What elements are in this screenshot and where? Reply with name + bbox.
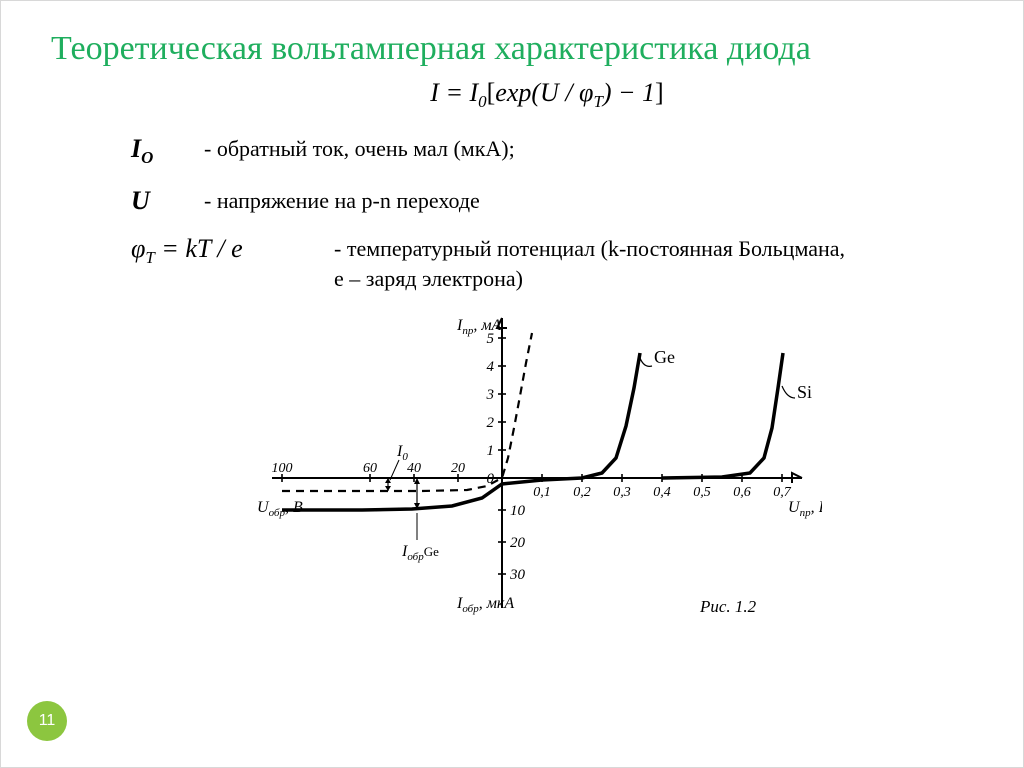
- svg-text:0,1: 0,1: [533, 485, 551, 500]
- y-top-label: Iпр, мА: [456, 317, 502, 337]
- svg-text:0: 0: [487, 471, 495, 487]
- svg-text:0,3: 0,3: [613, 485, 631, 500]
- svg-text:I0: I0: [396, 443, 408, 463]
- annotation-i0: I0: [385, 443, 408, 491]
- label-si: Si: [797, 382, 812, 402]
- svg-text:100: 100: [272, 461, 293, 476]
- svg-text:20: 20: [451, 461, 465, 476]
- svg-text:40: 40: [407, 461, 421, 476]
- main-formula: I = I0[exp(U / φT) − 1]: [121, 78, 973, 112]
- label-ge: Ge: [654, 347, 675, 367]
- page-number-badge: 11: [27, 701, 67, 741]
- phiT-desc: - температурный потенциал (k-постоянная …: [316, 234, 854, 293]
- phiT-formula: φT = kT / e: [131, 234, 316, 268]
- u-desc: - напряжение на p-n переходе: [186, 186, 480, 216]
- def-u-row: U - напряжение на p-n переходе: [131, 186, 973, 216]
- def-i0-row: IO - обратный ток, очень мал (мкА);: [131, 134, 973, 168]
- i0-desc: - обратный ток, очень мал (мкА);: [186, 134, 515, 164]
- svg-text:10: 10: [510, 503, 526, 519]
- svg-text:3: 3: [486, 387, 495, 403]
- svg-text:0,4: 0,4: [653, 485, 671, 500]
- svg-text:0,2: 0,2: [573, 485, 591, 500]
- svg-text:60: 60: [363, 461, 377, 476]
- svg-text:2: 2: [487, 415, 495, 431]
- annotation-iobr-ge: IобрGe: [401, 478, 439, 563]
- svg-text:0,6: 0,6: [733, 485, 751, 500]
- slide-title: Теоретическая вольтамперная характеристи…: [51, 29, 973, 70]
- u-symbol: U: [131, 186, 186, 216]
- iv-chart: 0 1 2 3 4 5 Iпр, мА 10 20 30 Iобр, мкА: [202, 308, 822, 628]
- y-bottom-label: Iобр, мкА: [456, 595, 514, 615]
- svg-text:20: 20: [510, 535, 526, 551]
- svg-text:30: 30: [509, 567, 526, 583]
- svg-text:IобрGe: IобрGe: [401, 543, 439, 563]
- i0-symbol: IO: [131, 134, 186, 168]
- svg-text:0,7: 0,7: [773, 485, 792, 500]
- def-phiT-row: φT = kT / e - температурный потенциал (k…: [131, 234, 973, 293]
- svg-text:1: 1: [487, 443, 495, 459]
- svg-text:4: 4: [487, 359, 495, 375]
- curve-si: [662, 353, 783, 478]
- svg-text:0,5: 0,5: [693, 485, 711, 500]
- figure-label: Рис. 1.2: [699, 597, 757, 616]
- x-right-label: Uпр, В: [788, 499, 822, 519]
